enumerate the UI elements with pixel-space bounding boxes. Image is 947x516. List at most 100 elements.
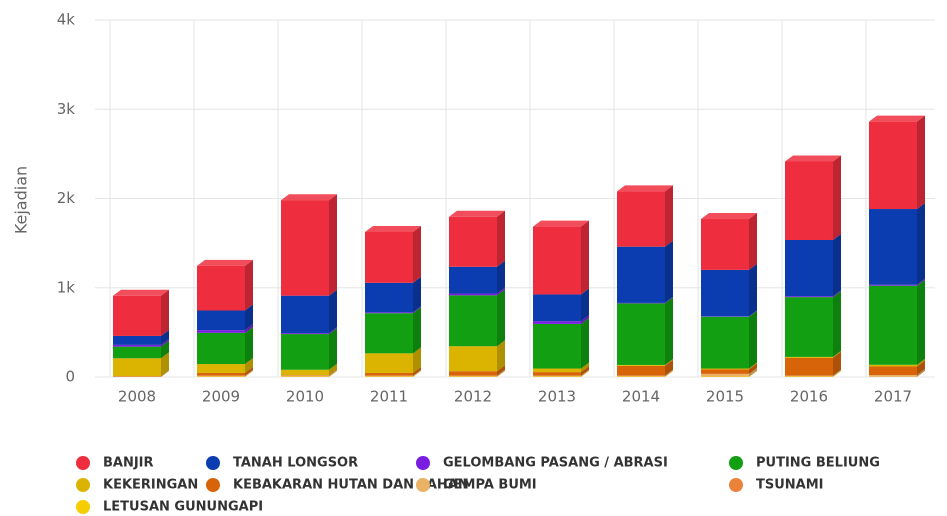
bar-side <box>665 370 673 377</box>
bar-side <box>497 370 505 377</box>
bar-side <box>497 365 505 376</box>
bar <box>113 335 161 345</box>
legend-label: PUTING BELIUNG <box>756 456 880 471</box>
bar <box>449 346 497 372</box>
bar-side <box>833 369 841 377</box>
bar <box>533 294 581 322</box>
bar <box>113 358 161 377</box>
legend-marker <box>206 456 220 470</box>
y-axis-title: Kejadian <box>12 166 31 234</box>
bar-top <box>113 289 169 296</box>
bar <box>197 372 245 376</box>
bar-side <box>665 240 673 303</box>
bar <box>701 368 749 370</box>
x-tick-label: 2010 <box>286 388 324 406</box>
bar-side <box>161 370 169 377</box>
bar-side <box>581 369 589 377</box>
bar-side <box>245 324 253 333</box>
bar-top <box>533 220 589 227</box>
bar <box>785 357 833 376</box>
bar <box>365 372 413 376</box>
bar-side <box>161 289 169 336</box>
bar-side <box>665 297 673 365</box>
bar-side <box>749 310 757 317</box>
bar-side <box>833 370 841 377</box>
bar <box>197 375 245 377</box>
bar <box>701 316 749 369</box>
bar <box>365 282 413 313</box>
bar <box>281 333 329 335</box>
bar-side <box>329 369 337 376</box>
legend-label: KEBAKARAN HUTAN DAN LAHAN <box>233 478 469 493</box>
bar <box>533 321 581 324</box>
bar <box>365 353 413 373</box>
legend-marker <box>416 478 430 492</box>
y-tick-label: 1k <box>57 278 76 296</box>
bar-side <box>749 263 757 317</box>
legend-label: KEKERINGAN <box>103 478 198 493</box>
bar <box>785 375 833 377</box>
bar <box>533 323 581 369</box>
bar-side <box>329 370 337 377</box>
bar-side <box>581 315 589 324</box>
y-tick-label: 3k <box>57 100 76 118</box>
bar <box>785 296 833 298</box>
bar-side <box>833 155 841 241</box>
bar <box>617 365 665 376</box>
bar <box>449 371 497 376</box>
bar <box>701 369 749 374</box>
bar <box>617 364 665 366</box>
bar <box>113 295 161 336</box>
bar <box>533 226 581 295</box>
x-tick-label: 2012 <box>454 388 492 406</box>
bar-top <box>449 210 505 217</box>
bar-side <box>581 362 589 373</box>
bar <box>197 265 245 311</box>
bar-side <box>161 352 169 377</box>
legend-label: TANAH LONGSOR <box>233 456 358 471</box>
bar <box>449 293 497 296</box>
bar-side <box>245 369 253 377</box>
bar-top <box>617 185 673 192</box>
bar-side <box>581 366 589 376</box>
bar-side <box>497 369 505 377</box>
bar <box>113 344 161 347</box>
bar <box>869 366 917 376</box>
bar-side <box>917 115 925 210</box>
bar <box>617 246 665 303</box>
bar-side <box>329 370 337 377</box>
legend-marker <box>729 478 743 492</box>
bar <box>449 375 497 377</box>
bar <box>449 266 497 294</box>
bar-side <box>917 369 925 377</box>
bar <box>449 216 497 267</box>
bar-side <box>329 363 337 376</box>
bar-side <box>413 369 421 377</box>
bar <box>365 313 413 354</box>
bar-side <box>329 194 337 296</box>
bar <box>281 295 329 334</box>
bar-side <box>413 370 421 377</box>
bar-side <box>245 370 253 377</box>
bar <box>785 297 833 357</box>
legend-label: GEMPA BUMI <box>443 478 537 493</box>
y-tick-label: 2k <box>57 189 76 207</box>
x-tick-label: 2011 <box>370 388 408 406</box>
x-tick-label: 2017 <box>874 388 912 406</box>
bar-side <box>665 185 673 247</box>
bar <box>533 375 581 377</box>
x-tick-label: 2014 <box>622 388 660 406</box>
bar-side <box>749 310 757 369</box>
bar-side <box>833 351 841 376</box>
bar-side <box>665 296 673 304</box>
bar <box>197 332 245 365</box>
bar-top <box>197 259 253 266</box>
bar-side <box>749 370 757 377</box>
bar-side <box>665 359 673 376</box>
bar-side <box>329 328 337 370</box>
bar <box>449 295 497 347</box>
bar-side <box>749 213 757 270</box>
bar <box>785 240 833 297</box>
bar-side <box>245 326 253 365</box>
